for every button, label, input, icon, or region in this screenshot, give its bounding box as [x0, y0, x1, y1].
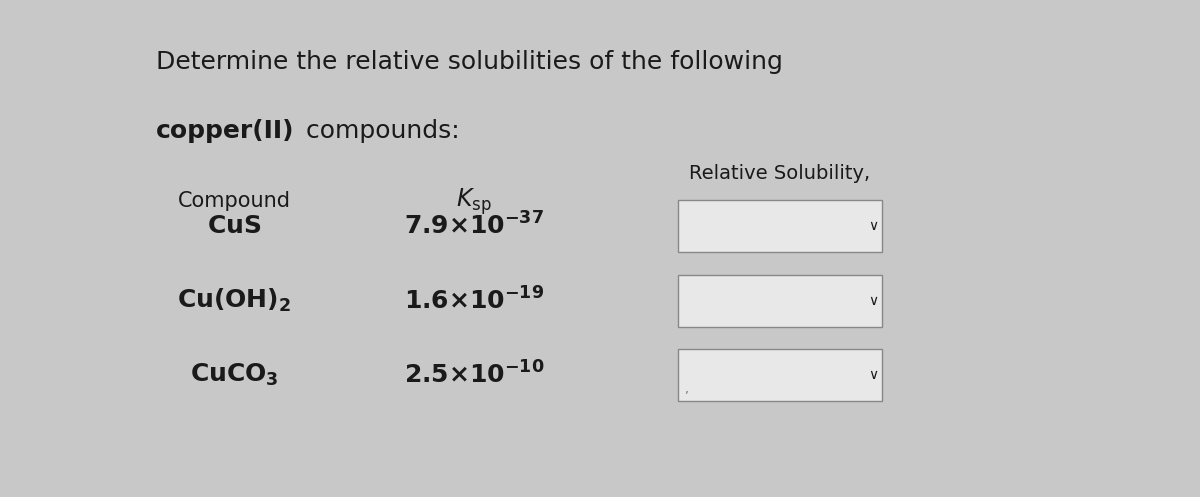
FancyBboxPatch shape — [678, 349, 882, 402]
Text: ∨: ∨ — [869, 368, 878, 382]
Text: $\bf{Cu(OH)_2}$: $\bf{Cu(OH)_2}$ — [176, 287, 292, 314]
Text: M: M — [772, 212, 788, 231]
Text: ∨: ∨ — [869, 219, 878, 233]
Text: $\mathbf{7.9{\times}10^{-37}}$: $\mathbf{7.9{\times}10^{-37}}$ — [404, 213, 544, 240]
Text: Relative Solubility,: Relative Solubility, — [690, 165, 870, 183]
Text: $\bf{CuS}$: $\bf{CuS}$ — [206, 214, 262, 238]
FancyBboxPatch shape — [678, 274, 882, 327]
Text: $\bf{CuCO_3}$: $\bf{CuCO_3}$ — [190, 362, 278, 388]
Text: $\mathbf{1.6{\times}10^{-19}}$: $\mathbf{1.6{\times}10^{-19}}$ — [404, 287, 544, 314]
Text: $\mathbf{2.5{\times}10^{-10}}$: $\mathbf{2.5{\times}10^{-10}}$ — [403, 362, 545, 389]
Text: ∨: ∨ — [869, 294, 878, 308]
FancyBboxPatch shape — [678, 200, 882, 252]
Text: copper(II): copper(II) — [156, 119, 294, 143]
Text: $K_{\mathrm{sp}}$: $K_{\mathrm{sp}}$ — [456, 186, 492, 217]
Text: Compound: Compound — [178, 191, 290, 211]
Text: compounds:: compounds: — [298, 119, 460, 143]
Text: Determine the relative solubilities of the following: Determine the relative solubilities of t… — [156, 50, 782, 74]
Text: ,: , — [685, 383, 689, 397]
